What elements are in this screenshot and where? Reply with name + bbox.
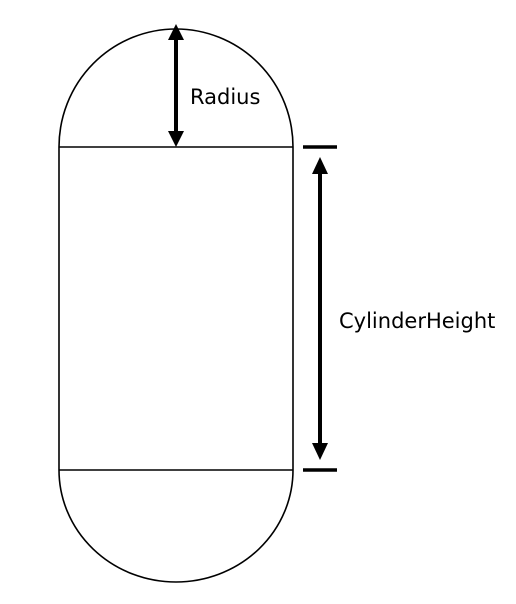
radius-dimension-arrow (168, 24, 184, 147)
cylinder-height-label: CylinderHeight (339, 309, 495, 333)
radius-arrow-up-head (168, 24, 184, 40)
cylinder-height-dimension (303, 145, 337, 472)
bottom-hemisphere-arc (58, 469, 294, 583)
cylinder-height-arrow-down-head (312, 443, 328, 460)
radius-arrow-down-head (168, 131, 184, 147)
radius-label: Radius (190, 85, 260, 109)
cylinder-height-arrow-up-head (312, 157, 328, 174)
